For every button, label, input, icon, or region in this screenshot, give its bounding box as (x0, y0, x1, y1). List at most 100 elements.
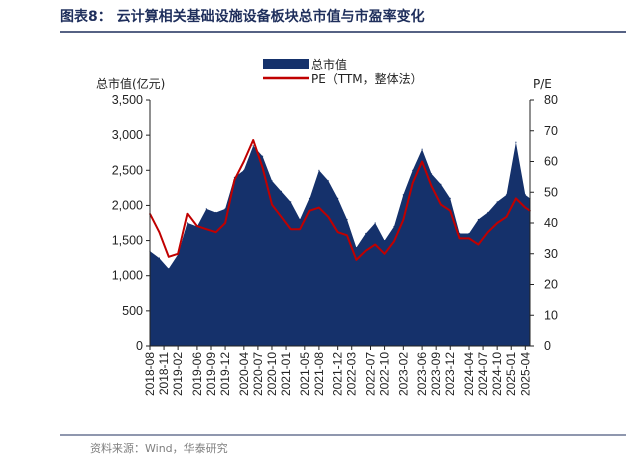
x-tick-label: 2020-07 (251, 352, 265, 396)
market-cap-point (318, 169, 320, 171)
pe-point (336, 231, 339, 233)
right-tick-label: 0 (544, 339, 551, 353)
market-cap-point (384, 240, 386, 242)
pe-point (505, 216, 508, 218)
x-tick-label: 2021-08 (312, 352, 326, 396)
left-tick-label: 3,500 (112, 93, 143, 107)
market-cap-point (421, 148, 423, 150)
x-axis: 2018-08 2018-11 2019-02 2019-06 2019-09 2019-… (143, 345, 532, 396)
pe-point (186, 213, 189, 215)
x-tick-label: 2023-09 (429, 352, 443, 396)
left-axis: 0 500 1,000 1,500 2,000 2,500 3,000 3,500 (112, 93, 151, 353)
market-cap-point (524, 194, 526, 196)
market-cap-point (290, 201, 292, 203)
pe-point (402, 219, 405, 221)
pe-point (271, 203, 273, 206)
source-note: 资料来源：Wind，华泰研究 (90, 441, 228, 455)
pe-point (430, 185, 433, 187)
x-tick-label: 2019-02 (171, 352, 185, 396)
market-cap-point (430, 173, 433, 175)
pe-line (149, 139, 531, 261)
market-cap-point (402, 194, 404, 196)
pe-point (252, 139, 254, 141)
pe-point (299, 228, 301, 230)
chart-title: 图表8： 云计算相关基础设施设备板块总市值与市盈率变化 (60, 8, 425, 25)
market-cap-point (308, 197, 311, 199)
pe-point (440, 203, 442, 206)
pe-point (355, 259, 358, 261)
market-cap-point (299, 218, 301, 221)
pe-point (468, 237, 470, 240)
right-axis: 0 10 20 30 40 50 60 70 80 (529, 93, 558, 353)
x-tick-label: 2023-12 (443, 352, 457, 396)
pe-point (365, 249, 367, 252)
market-cap-point (186, 222, 189, 224)
pe-point (243, 160, 245, 163)
market-cap-point (393, 225, 395, 228)
pe-point (177, 253, 179, 255)
market-cap-point (459, 232, 461, 235)
market-cap-point (205, 208, 207, 210)
pe-point (477, 243, 480, 246)
pe-point (224, 222, 226, 224)
left-tick-label: 3,000 (112, 128, 143, 142)
x-tick-label: 2020-04 (237, 352, 251, 396)
pe-point (168, 255, 170, 258)
x-tick-label: 2024-04 (462, 352, 476, 396)
pe-point (393, 240, 395, 243)
market-cap-point (243, 169, 245, 171)
left-axis-title: 总市值(亿元) (96, 76, 165, 91)
left-tick-label: 1,500 (112, 234, 143, 248)
market-cap-point (327, 180, 329, 182)
pe-point (411, 182, 414, 184)
pe-point (158, 231, 161, 233)
market-cap-point (468, 232, 470, 235)
pe-point (458, 237, 461, 240)
pe-point (383, 253, 386, 255)
market-cap-point (337, 197, 339, 199)
pe-point (421, 160, 423, 163)
pe-point (327, 216, 330, 218)
pe-point (196, 225, 198, 227)
right-tick-label: 20 (544, 278, 558, 292)
market-cap-point (215, 211, 217, 214)
x-tick-label: 2019-12 (218, 352, 232, 396)
market-cap-point (365, 232, 367, 235)
market-cap-point (280, 190, 282, 192)
left-tick-label: 0 (136, 339, 143, 353)
market-cap-point (355, 247, 357, 249)
right-tick-label: 40 (544, 216, 558, 230)
x-tick-label: 2018-11 (157, 352, 171, 395)
market-cap-area (150, 142, 530, 346)
legend-swatch-market-cap (263, 59, 309, 69)
x-tick-label: 2019-06 (190, 352, 204, 396)
x-tick-label: 2022-03 (345, 352, 359, 396)
pe-point (280, 216, 283, 218)
left-tick-label: 2,500 (112, 163, 143, 177)
legend-label-pe: PE（TTM，整体法） (311, 71, 423, 86)
market-cap-point (374, 222, 376, 224)
x-tick-label: 2023-06 (415, 352, 429, 396)
left-tick-label: 500 (122, 304, 143, 318)
x-tick-label: 2018-08 (143, 352, 157, 396)
right-tick-label: 30 (544, 247, 558, 261)
right-tick-label: 80 (544, 93, 558, 107)
pe-point (233, 179, 236, 181)
pe-point (205, 228, 208, 230)
market-cap-point (440, 183, 442, 185)
legend-label-market-cap: 总市值 (311, 57, 347, 72)
market-cap-point (487, 211, 489, 214)
right-tick-label: 70 (544, 124, 558, 138)
right-tick-label: 10 (544, 308, 558, 322)
market-cap-point (449, 197, 451, 199)
x-tick-label: 2025-04 (518, 352, 532, 396)
pe-point (318, 206, 320, 209)
right-axis-title: P/E (533, 77, 552, 91)
market-cap-point (515, 141, 517, 143)
x-tick-label: 2021-05 (298, 352, 312, 396)
x-tick-label: 2022-10 (378, 352, 392, 396)
right-tick-label: 60 (544, 155, 558, 169)
x-tick-label: 2023-02 (396, 352, 410, 396)
market-cap-point (262, 155, 264, 157)
